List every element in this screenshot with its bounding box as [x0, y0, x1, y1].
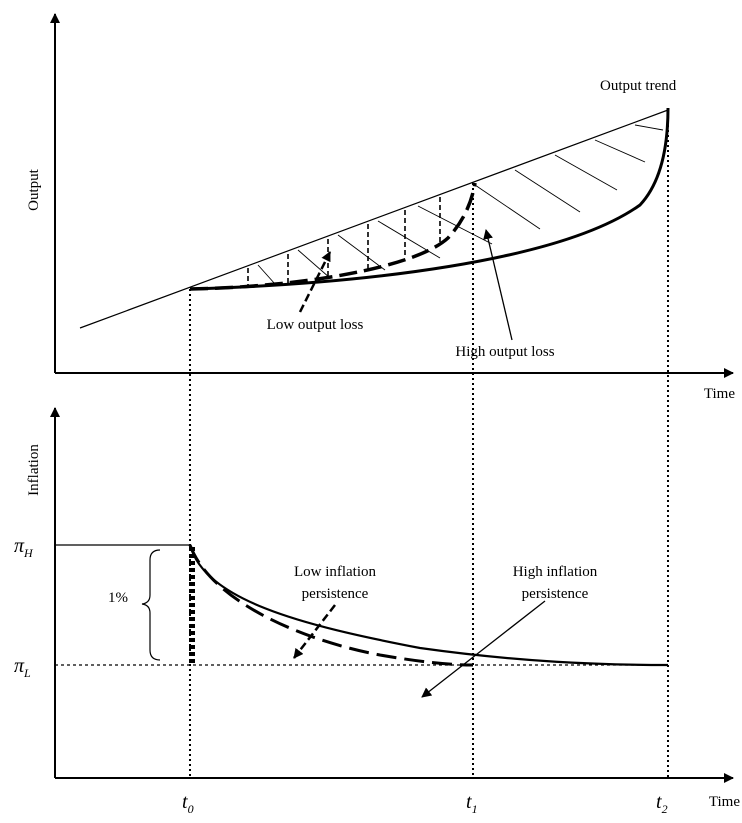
time-mark: t1 — [466, 791, 478, 816]
guides — [189, 110, 669, 778]
x-axis-label: Time — [704, 386, 735, 402]
low-loss-label: Low output loss — [267, 317, 364, 333]
high-persistence-arrow — [421, 600, 546, 698]
trend-line — [79, 109, 669, 329]
low-persistence-curve — [188, 544, 474, 667]
high-loss-arrow — [483, 229, 513, 341]
brace — [141, 549, 161, 661]
low-persistence-label: Low inflation — [294, 564, 377, 580]
x-axis-label: Time — [709, 794, 740, 810]
time-mark: t2 — [656, 791, 668, 816]
bottom-panel — [50, 407, 734, 783]
top-panel — [50, 13, 734, 378]
pi-high-label: πH — [14, 535, 34, 560]
high-loss-label: High output loss — [455, 344, 554, 360]
gap-label: 1% — [108, 590, 128, 606]
low-persistence-arrow — [293, 604, 336, 659]
low-loss-arrow — [298, 251, 332, 313]
y-axis-label: Output — [26, 168, 42, 211]
hatching-high — [257, 124, 664, 285]
high-persistence-curve — [188, 544, 669, 667]
high-persistence-label: persistence — [522, 586, 589, 602]
y-axis-label: Inflation — [26, 444, 42, 496]
high-persistence-label: High inflation — [513, 564, 598, 580]
low-loss-curve — [189, 182, 477, 291]
low-persistence-label: persistence — [302, 586, 369, 602]
pi-low-label: πL — [14, 655, 31, 680]
high-loss-curve — [189, 107, 670, 291]
time-mark: t0 — [182, 791, 194, 816]
trend-label: Output trend — [600, 78, 677, 94]
